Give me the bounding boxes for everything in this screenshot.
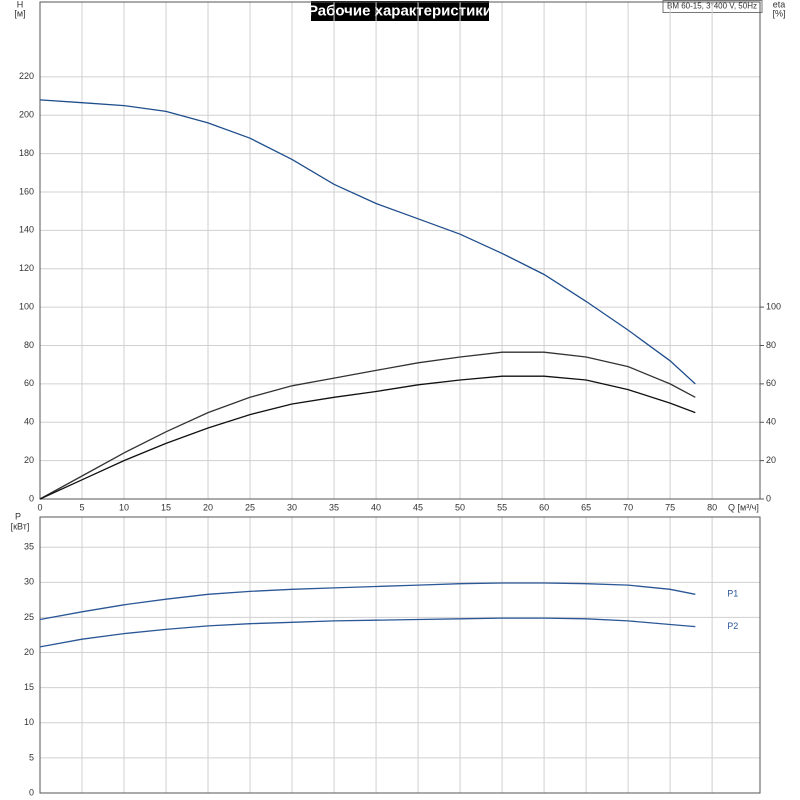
series-line bbox=[39, 351, 696, 500]
y-tick-label: 5 bbox=[29, 752, 34, 762]
series-line bbox=[39, 582, 696, 621]
x-tick-label: 15 bbox=[161, 502, 171, 512]
x-tick-label: 45 bbox=[413, 502, 423, 512]
series-label: P2 bbox=[727, 621, 738, 631]
y-axis-label: H bbox=[17, 0, 24, 9]
y-tick-label: 140 bbox=[19, 225, 34, 235]
y-axis-unit: [кВт] bbox=[11, 521, 30, 531]
y-tick-label: 20 bbox=[24, 647, 34, 657]
y-tick-label: 160 bbox=[19, 186, 34, 196]
x-tick-label: 25 bbox=[245, 502, 255, 512]
y-tick-label: 80 bbox=[24, 340, 34, 350]
x-tick-label: 35 bbox=[329, 502, 339, 512]
x-tick-label: 40 bbox=[371, 502, 381, 512]
y-tick-label: 10 bbox=[24, 717, 34, 727]
x-tick-label: 55 bbox=[497, 502, 507, 512]
x-tick-label: 60 bbox=[539, 502, 549, 512]
x-tick-label: 65 bbox=[581, 502, 591, 512]
chart-title: Рабочие характеристики bbox=[308, 2, 492, 19]
x-tick-label: 70 bbox=[623, 502, 633, 512]
x-axis-label: Q [м³/ч] bbox=[728, 502, 759, 512]
plot-frame bbox=[39, 1, 761, 500]
y-axis-unit: [м] bbox=[14, 8, 25, 18]
y-tick-label: 25 bbox=[24, 612, 34, 622]
y2-axis-unit: [%] bbox=[772, 8, 785, 18]
y2-tick-label: 100 bbox=[766, 301, 781, 311]
y-tick-label: 120 bbox=[19, 263, 34, 273]
x-tick-label: 80 bbox=[707, 502, 717, 512]
plot-frame bbox=[39, 516, 761, 794]
y-tick-label: 30 bbox=[24, 577, 34, 587]
y-tick-label: 15 bbox=[24, 682, 34, 692]
y-tick-label: 180 bbox=[19, 148, 34, 158]
y2-tick-label: 20 bbox=[766, 455, 776, 465]
y-tick-label: 0 bbox=[29, 493, 34, 503]
y-tick-label: 100 bbox=[19, 301, 34, 311]
x-tick-label: 30 bbox=[287, 502, 297, 512]
series-line bbox=[39, 375, 696, 500]
y-tick-label: 60 bbox=[24, 378, 34, 388]
x-tick-label: 20 bbox=[203, 502, 213, 512]
y2-tick-label: 80 bbox=[766, 340, 776, 350]
y2-tick-label: 0 bbox=[766, 493, 771, 503]
series-line bbox=[39, 617, 696, 648]
y-tick-label: 220 bbox=[19, 71, 34, 81]
x-tick-label: 75 bbox=[665, 502, 675, 512]
series-label: P1 bbox=[727, 589, 738, 599]
y-tick-label: 200 bbox=[19, 110, 34, 120]
x-tick-label: 50 bbox=[455, 502, 465, 512]
x-tick-label: 0 bbox=[37, 502, 42, 512]
x-tick-label: 5 bbox=[79, 502, 84, 512]
x-tick-label: 10 bbox=[119, 502, 129, 512]
y-tick-label: 35 bbox=[24, 542, 34, 552]
y-tick-label: 0 bbox=[29, 787, 34, 797]
y2-tick-label: 40 bbox=[766, 417, 776, 427]
series-line bbox=[39, 99, 696, 385]
y2-axis-label: eta bbox=[773, 0, 786, 9]
y-tick-label: 20 bbox=[24, 455, 34, 465]
y2-tick-label: 60 bbox=[766, 378, 776, 388]
y-tick-label: 40 bbox=[24, 417, 34, 427]
title-box bbox=[311, 1, 489, 21]
y-axis-label: P bbox=[15, 511, 21, 521]
